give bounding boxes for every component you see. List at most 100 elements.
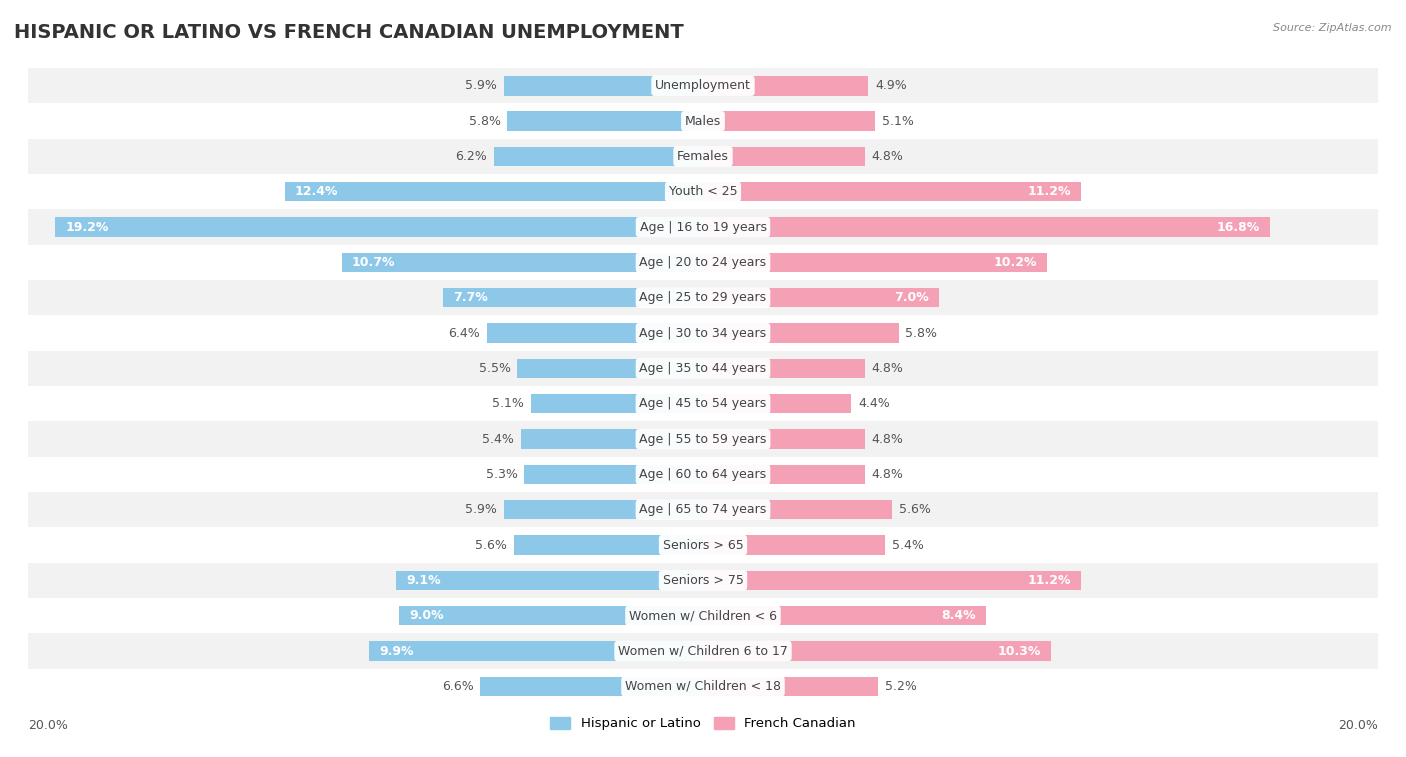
Bar — [481, 677, 703, 696]
Text: 5.9%: 5.9% — [465, 503, 498, 516]
Text: 5.9%: 5.9% — [465, 79, 498, 92]
Text: 9.9%: 9.9% — [380, 644, 413, 658]
Text: 7.7%: 7.7% — [453, 291, 488, 304]
Bar — [28, 280, 1378, 316]
Text: 4.8%: 4.8% — [872, 432, 904, 446]
Text: 12.4%: 12.4% — [295, 185, 339, 198]
Text: 4.4%: 4.4% — [858, 397, 890, 410]
Bar — [703, 147, 865, 166]
Legend: Hispanic or Latino, French Canadian: Hispanic or Latino, French Canadian — [546, 712, 860, 736]
Bar — [28, 492, 1378, 528]
Bar — [703, 571, 1081, 590]
Bar — [28, 174, 1378, 210]
Text: 16.8%: 16.8% — [1216, 220, 1260, 234]
Text: 10.3%: 10.3% — [997, 644, 1040, 658]
Text: 5.1%: 5.1% — [882, 114, 914, 128]
Text: Youth < 25: Youth < 25 — [669, 185, 737, 198]
Text: Females: Females — [678, 150, 728, 163]
Text: Seniors > 65: Seniors > 65 — [662, 538, 744, 552]
Bar — [55, 217, 703, 237]
Text: 20.0%: 20.0% — [28, 718, 67, 732]
Bar — [703, 253, 1047, 272]
Text: 9.0%: 9.0% — [409, 609, 444, 622]
Text: Age | 20 to 24 years: Age | 20 to 24 years — [640, 256, 766, 269]
Text: 20.0%: 20.0% — [1339, 718, 1378, 732]
Text: Women w/ Children < 6: Women w/ Children < 6 — [628, 609, 778, 622]
Text: 5.4%: 5.4% — [891, 538, 924, 552]
Bar — [443, 288, 703, 307]
Bar — [342, 253, 703, 272]
Text: Age | 30 to 34 years: Age | 30 to 34 years — [640, 326, 766, 340]
Text: 5.2%: 5.2% — [886, 680, 917, 693]
Bar — [517, 359, 703, 378]
Bar — [28, 104, 1378, 139]
Bar — [703, 465, 865, 484]
Bar — [703, 429, 865, 449]
Text: 9.1%: 9.1% — [406, 574, 440, 587]
Text: 4.8%: 4.8% — [872, 150, 904, 163]
Text: 5.6%: 5.6% — [898, 503, 931, 516]
Text: Age | 45 to 54 years: Age | 45 to 54 years — [640, 397, 766, 410]
Bar — [703, 217, 1270, 237]
Text: 5.3%: 5.3% — [485, 468, 517, 481]
Bar — [703, 535, 886, 555]
Text: Age | 16 to 19 years: Age | 16 to 19 years — [640, 220, 766, 234]
Bar — [494, 147, 703, 166]
Bar — [28, 68, 1378, 104]
Text: 4.9%: 4.9% — [875, 79, 907, 92]
Bar — [28, 598, 1378, 634]
Bar — [703, 641, 1050, 661]
Text: 10.7%: 10.7% — [352, 256, 395, 269]
Text: 8.4%: 8.4% — [942, 609, 976, 622]
Text: Age | 60 to 64 years: Age | 60 to 64 years — [640, 468, 766, 481]
Text: Age | 55 to 59 years: Age | 55 to 59 years — [640, 432, 766, 446]
Text: 5.5%: 5.5% — [478, 362, 510, 375]
Text: 5.4%: 5.4% — [482, 432, 515, 446]
Text: Women w/ Children 6 to 17: Women w/ Children 6 to 17 — [619, 644, 787, 658]
Text: Seniors > 75: Seniors > 75 — [662, 574, 744, 587]
Bar — [531, 394, 703, 413]
Text: 4.8%: 4.8% — [872, 362, 904, 375]
Bar — [703, 394, 852, 413]
Bar — [399, 606, 703, 625]
Text: 4.8%: 4.8% — [872, 468, 904, 481]
Bar — [524, 465, 703, 484]
Bar — [28, 316, 1378, 350]
Bar — [703, 111, 875, 131]
Bar — [28, 528, 1378, 562]
Bar — [28, 456, 1378, 492]
Text: HISPANIC OR LATINO VS FRENCH CANADIAN UNEMPLOYMENT: HISPANIC OR LATINO VS FRENCH CANADIAN UN… — [14, 23, 683, 42]
Bar — [28, 210, 1378, 245]
Text: 5.6%: 5.6% — [475, 538, 508, 552]
Text: Age | 65 to 74 years: Age | 65 to 74 years — [640, 503, 766, 516]
Bar — [28, 386, 1378, 422]
Text: 5.8%: 5.8% — [468, 114, 501, 128]
Text: 11.2%: 11.2% — [1028, 574, 1071, 587]
Bar — [28, 139, 1378, 174]
Bar — [703, 677, 879, 696]
Bar — [503, 76, 703, 95]
Text: 19.2%: 19.2% — [65, 220, 108, 234]
Text: 6.2%: 6.2% — [456, 150, 486, 163]
Text: 11.2%: 11.2% — [1028, 185, 1071, 198]
Text: Age | 35 to 44 years: Age | 35 to 44 years — [640, 362, 766, 375]
Bar — [520, 429, 703, 449]
Bar — [703, 323, 898, 343]
Bar — [703, 359, 865, 378]
Text: Women w/ Children < 18: Women w/ Children < 18 — [626, 680, 780, 693]
Bar — [396, 571, 703, 590]
Bar — [703, 500, 891, 519]
Bar — [486, 323, 703, 343]
Bar — [508, 111, 703, 131]
Bar — [28, 422, 1378, 456]
Text: Age | 25 to 29 years: Age | 25 to 29 years — [640, 291, 766, 304]
Bar — [703, 288, 939, 307]
Text: 10.2%: 10.2% — [994, 256, 1038, 269]
Text: Source: ZipAtlas.com: Source: ZipAtlas.com — [1274, 23, 1392, 33]
Bar — [28, 350, 1378, 386]
Bar — [368, 641, 703, 661]
Bar — [284, 182, 703, 201]
Bar — [28, 562, 1378, 598]
Text: Males: Males — [685, 114, 721, 128]
Text: 5.8%: 5.8% — [905, 326, 938, 340]
